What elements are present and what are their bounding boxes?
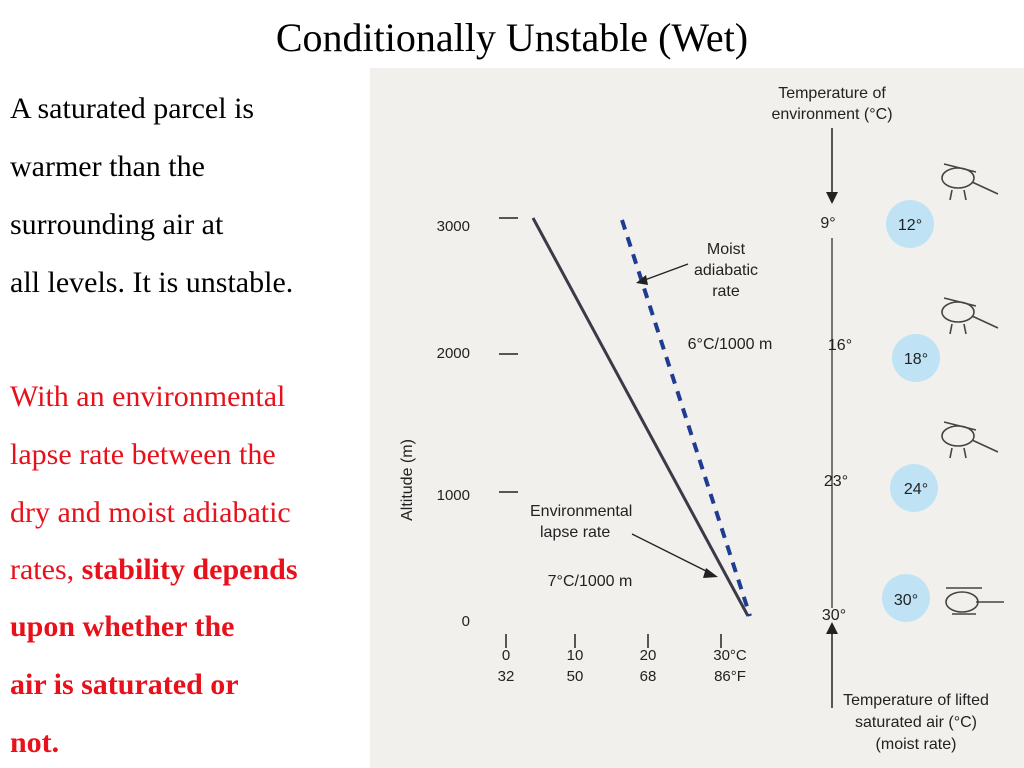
moist-label-pointer	[641, 263, 689, 282]
para1-line1: A saturated parcel is	[10, 92, 255, 125]
moist-label-line2: adiabatic	[694, 262, 758, 279]
parcel-temp-2000: 18°	[904, 351, 928, 368]
para2-line1: With an environmental	[10, 380, 286, 413]
environmental-lapse-line	[531, 217, 750, 617]
helicopter-icon	[941, 163, 999, 201]
top-label-arrowhead	[826, 192, 838, 204]
parcel-temp-1000: 24°	[904, 481, 928, 498]
top-label-line1: Temperature of	[778, 85, 886, 102]
env-label-line1: Environmental	[530, 503, 632, 520]
para2-line4: rates, stability depends	[10, 553, 298, 587]
x-tick-c-0: 0	[502, 647, 510, 664]
figure-background	[370, 68, 1024, 768]
parcel-temp-0: 30°	[894, 592, 918, 609]
env-label-pointer	[631, 533, 711, 574]
env-rate: 7°C/1000 m	[548, 573, 633, 590]
x-tick-f-50: 50	[567, 668, 584, 685]
para2-line5: upon whether the	[10, 610, 235, 643]
x-tick-f-68: 68	[640, 668, 657, 685]
para1-line3: surrounding air at	[10, 208, 224, 241]
top-label-line2: environment (°C)	[771, 106, 892, 123]
bottom-label-arrowhead	[826, 622, 838, 634]
para2-line2: lapse rate between the	[10, 438, 276, 471]
parcel-bubble-0	[882, 574, 930, 622]
helicopter-icon	[945, 587, 1004, 615]
slide-title: Conditionally Unstable (Wet)	[275, 15, 749, 60]
env-temp-1000: 23°	[824, 473, 848, 490]
env-temp-2000: 16°	[828, 337, 852, 354]
para2-line3: dry and moist adiabatic	[10, 496, 291, 529]
y-tick-1000: 1000	[437, 487, 470, 504]
env-temp-3000: 9°	[820, 215, 835, 232]
parcel-bubble-3000	[886, 200, 934, 248]
para1-line2: warmer than the	[10, 150, 205, 183]
bottom-label-line3: (moist rate)	[876, 736, 957, 753]
para2-line7: not.	[10, 726, 60, 759]
para2-line4-bold: stability depends	[81, 553, 298, 586]
moist-label-line3: rate	[712, 283, 740, 300]
x-tick-f-32: 32	[498, 668, 515, 685]
moist-label-line1: Moist	[707, 241, 746, 258]
x-tick-f-86: 86°F	[714, 668, 746, 685]
bottom-label-line1: Temperature of lifted	[843, 692, 989, 709]
moist-rate: 6°C/1000 m	[688, 336, 773, 353]
stability-figure: Temperature of environment (°C) Altitude…	[370, 68, 1024, 768]
bottom-label-line2: saturated air (°C)	[855, 714, 977, 731]
x-tick-c-30: 30°C	[713, 647, 747, 664]
moist-adiabatic-line	[620, 219, 752, 617]
para1-line4: all levels. It is unstable.	[10, 266, 294, 299]
x-tick-c-20: 20	[640, 647, 657, 664]
x-tick-c-10: 10	[567, 647, 584, 664]
y-tick-0: 0	[462, 613, 470, 630]
para2-line6: air is saturated or	[10, 668, 239, 701]
y-tick-2000: 2000	[437, 345, 470, 362]
para2-line4-plain: rates,	[10, 553, 82, 586]
env-temp-0: 30°	[822, 607, 846, 624]
parcel-bubble-2000	[892, 334, 940, 382]
helicopter-icon	[941, 297, 999, 335]
moist-label-pointer-head	[636, 275, 648, 285]
y-tick-3000: 3000	[437, 218, 470, 235]
env-label-line2: lapse rate	[540, 524, 610, 541]
parcel-bubble-1000	[890, 464, 938, 512]
env-label-pointer-head	[703, 568, 718, 578]
helicopter-icon	[941, 421, 999, 459]
parcel-temp-3000: 12°	[898, 217, 922, 234]
y-axis-label: Altitude (m)	[399, 439, 416, 521]
